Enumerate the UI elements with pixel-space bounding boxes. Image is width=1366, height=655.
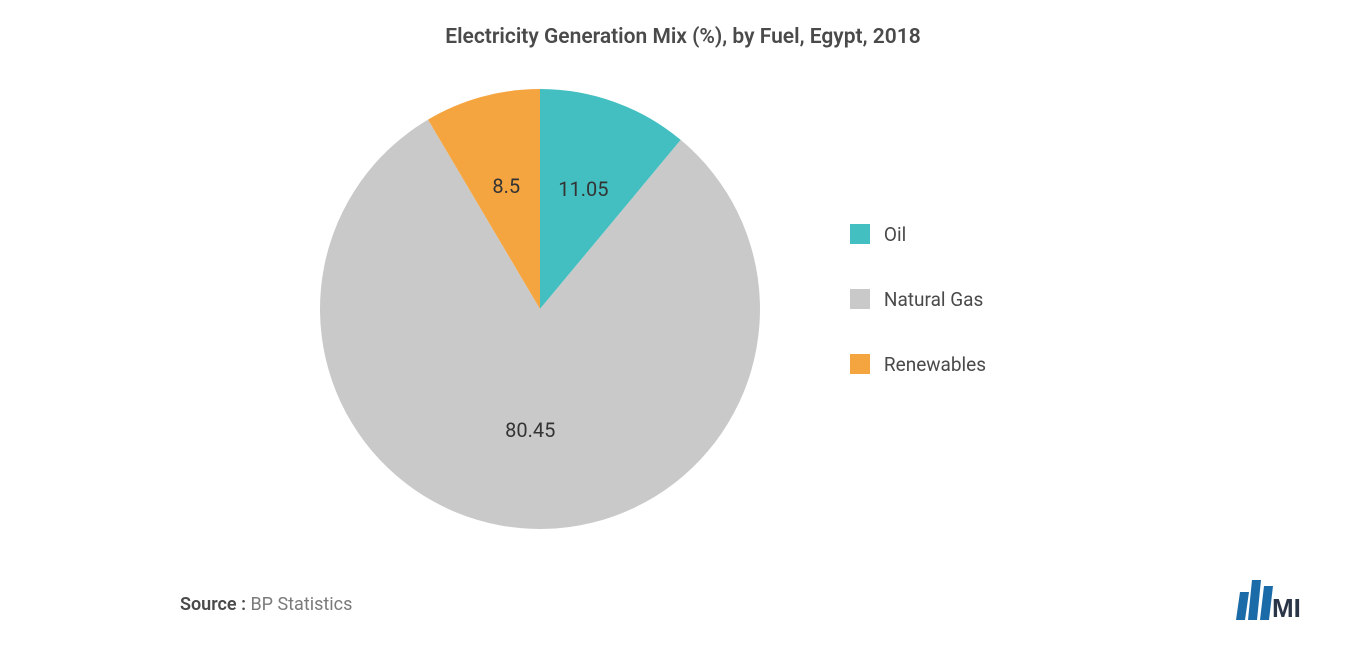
chart-container: Electricity Generation Mix (%), by Fuel,… <box>0 0 1366 655</box>
legend-label-renewables: Renewables <box>884 353 986 376</box>
slice-value-natural-gas: 80.45 <box>505 418 555 442</box>
brand-bar-icon <box>1248 580 1261 620</box>
legend-swatch-oil <box>850 224 870 244</box>
source-label: Source : <box>180 594 246 615</box>
pie-svg <box>320 89 760 529</box>
slice-value-renewables: 8.5 <box>492 174 520 198</box>
legend-swatch-renewables <box>850 354 870 374</box>
brand-bar-icon <box>1236 592 1249 620</box>
legend: Oil Natural Gas Renewables <box>850 223 986 376</box>
brand-logo: MI <box>1236 575 1306 625</box>
brand-logo-svg: MI <box>1236 575 1306 625</box>
source-value: BP Statistics <box>246 594 352 615</box>
source-attribution: Source : BP Statistics <box>180 594 352 615</box>
pie-chart: 11.05 80.45 8.5 <box>320 89 760 529</box>
brand-text: MI <box>1272 593 1301 623</box>
slice-value-oil: 11.05 <box>558 177 608 201</box>
legend-label-natural-gas: Natural Gas <box>884 288 983 311</box>
legend-label-oil: Oil <box>884 223 906 246</box>
legend-swatch-natural-gas <box>850 289 870 309</box>
chart-title: Electricity Generation Mix (%), by Fuel,… <box>40 25 1326 49</box>
legend-item-oil: Oil <box>850 223 986 246</box>
legend-item-renewables: Renewables <box>850 353 986 376</box>
legend-item-natural-gas: Natural Gas <box>850 288 986 311</box>
chart-body: 11.05 80.45 8.5 Oil Natural Gas Renewables <box>0 89 1326 529</box>
